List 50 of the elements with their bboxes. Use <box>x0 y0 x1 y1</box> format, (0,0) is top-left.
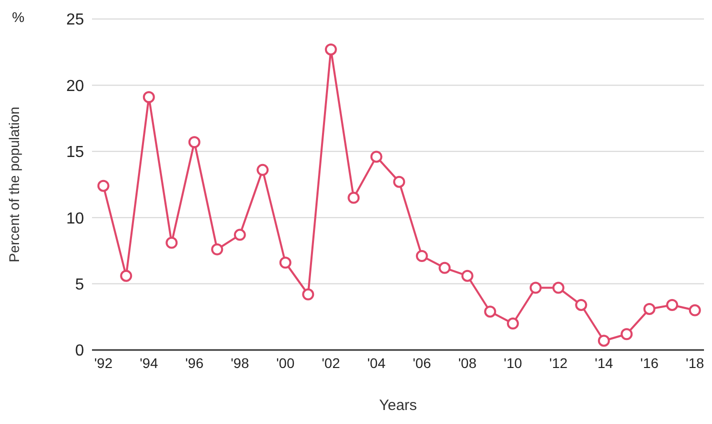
x-tick-label: '08 <box>458 354 477 371</box>
x-tick-label: '10 <box>504 354 522 371</box>
point <box>97 180 110 192</box>
point <box>461 270 474 282</box>
x-axis-title: Years <box>379 397 417 414</box>
x-tick-label: '12 <box>549 354 568 371</box>
point <box>348 192 360 204</box>
x-tick-label: '00 <box>276 354 295 371</box>
point <box>393 176 406 188</box>
x-tick-label: '14 <box>594 354 614 371</box>
y-axis-title: Percent of the population <box>6 106 22 262</box>
y-tick-label: 20 <box>66 78 84 95</box>
point <box>620 328 633 340</box>
point <box>666 298 678 311</box>
x-tick-label: '96 <box>185 354 204 371</box>
point <box>370 150 382 163</box>
x-tick-label: '92 <box>94 354 113 371</box>
y-tick-label: 25 <box>66 12 84 29</box>
point <box>120 270 132 282</box>
x-tick-label: '04 <box>367 354 386 371</box>
point <box>324 43 337 56</box>
point <box>598 334 610 347</box>
point <box>188 136 200 148</box>
point <box>552 282 564 294</box>
point <box>166 236 178 249</box>
point <box>302 288 314 300</box>
point <box>688 304 701 316</box>
y-tick-label: 15 <box>66 144 84 162</box>
point <box>142 91 155 104</box>
point <box>438 262 451 274</box>
y-tick-label: 5 <box>75 276 84 294</box>
point <box>256 164 269 176</box>
x-tick-label: '94 <box>140 354 158 371</box>
x-tick-label: '16 <box>640 354 659 371</box>
point <box>643 302 656 315</box>
y-tick-label: 10 <box>66 210 84 228</box>
point <box>484 306 496 318</box>
point <box>234 228 246 241</box>
point <box>530 282 542 294</box>
x-tick-label: '98 <box>230 354 250 371</box>
x-tick-label: '02 <box>322 354 340 371</box>
x-tick-label: '06 <box>412 354 432 371</box>
x-tick-label: '18 <box>686 354 704 371</box>
point <box>506 318 519 330</box>
text: % <box>12 9 24 25</box>
point <box>211 243 224 256</box>
point <box>575 298 588 311</box>
y-tick-label: 0 <box>75 342 84 360</box>
point <box>416 250 428 262</box>
point <box>279 256 292 269</box>
